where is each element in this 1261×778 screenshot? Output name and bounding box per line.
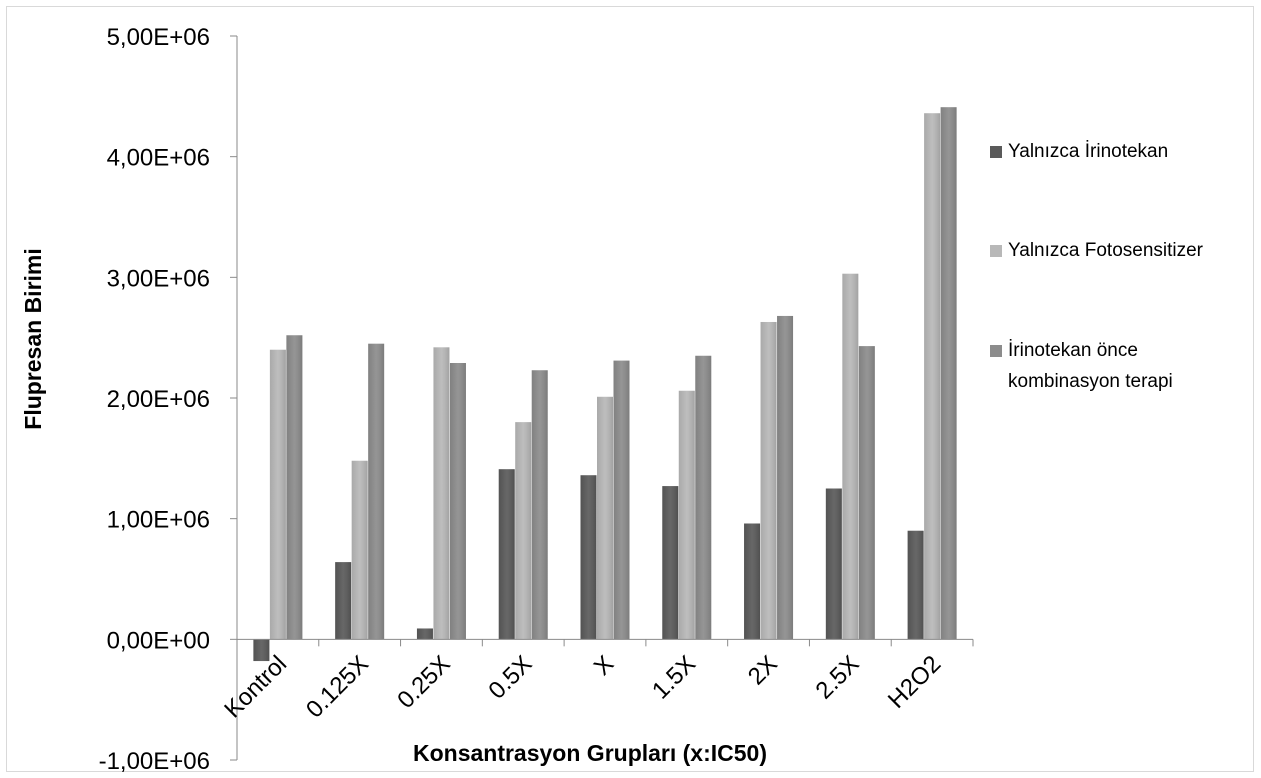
- legend-swatch: [990, 245, 1002, 257]
- bar-shading: [662, 486, 679, 640]
- y-tick-label: -1,00E+06: [99, 748, 210, 775]
- y-tick-label: 0,00E+00: [107, 627, 210, 654]
- legend-swatch: [990, 146, 1002, 158]
- bar-shading: [531, 370, 548, 640]
- bar-shading: [286, 335, 303, 640]
- x-axis-title: Konsantrasyon Grupları (x:IC50): [413, 740, 767, 766]
- bar-shading: [695, 355, 712, 640]
- y-axis: -1,00E+06 0,00E+00 1,00E+06 2,00E+06 3,00E+0…: [99, 24, 238, 775]
- bar-shading: [269, 349, 286, 640]
- bar-shading: [449, 363, 466, 640]
- y-axis-title: Flupresan Birimi: [20, 248, 46, 429]
- bar-shading: [940, 107, 957, 640]
- category-label: 0.5X: [483, 650, 537, 704]
- category-label: H2O2: [883, 650, 946, 713]
- bar-shading: [678, 390, 695, 640]
- bar-shading: [924, 113, 941, 640]
- legend-label: kombinasyon terapi: [1008, 371, 1173, 392]
- bar-shading: [613, 360, 630, 640]
- bar-shading: [515, 422, 532, 640]
- category-labels: Kontrol 0.125X 0.25X 0.5X X 1.5X 2X 2.5X H2O2: [219, 650, 946, 723]
- category-label: 2.5X: [811, 650, 865, 704]
- y-tick-label: 5,00E+06: [107, 24, 210, 51]
- category-label: 1.5X: [647, 650, 701, 704]
- category-label: X: [589, 650, 619, 680]
- bar-shading: [907, 530, 924, 640]
- legend-swatch: [990, 345, 1002, 357]
- bar-shading: [842, 273, 859, 640]
- legend-label: Yalnızca Fotosensitizer: [1008, 240, 1204, 261]
- bar-shading: [433, 347, 450, 640]
- bar-shading: [858, 346, 875, 640]
- bar-shading: [744, 523, 761, 640]
- y-tick-label: 3,00E+06: [107, 265, 210, 292]
- category-label: 0.25X: [392, 650, 455, 713]
- y-tick-label: 4,00E+06: [107, 145, 210, 172]
- bar-shading: [335, 562, 352, 640]
- y-tick-label: 2,00E+06: [107, 386, 210, 413]
- legend-label: İrinotekan önce: [1008, 340, 1138, 361]
- bar-shading: [253, 639, 270, 662]
- legend-label: Yalnızca İrinotekan: [1008, 141, 1168, 162]
- bar-shading: [368, 343, 385, 640]
- bar-shading: [351, 460, 368, 640]
- bar-shading: [580, 475, 597, 640]
- x-axis: [236, 638, 974, 647]
- bar-shading: [777, 315, 794, 640]
- category-label: 2X: [743, 650, 783, 690]
- category-label: Kontrol: [219, 650, 292, 723]
- bar-shading: [597, 396, 613, 640]
- y-tick-label: 1,00E+06: [107, 507, 210, 534]
- bar-shading: [498, 469, 515, 640]
- bar-shading: [760, 321, 777, 640]
- legend: Yalnızca İrinotekan Yalnızca Fotosensitiz…: [990, 141, 1204, 392]
- bars: [253, 107, 957, 662]
- bar-shading: [825, 488, 842, 640]
- bar-shading: [416, 628, 433, 640]
- category-label: 0.125X: [301, 650, 374, 723]
- chart-area: [6, 6, 1254, 772]
